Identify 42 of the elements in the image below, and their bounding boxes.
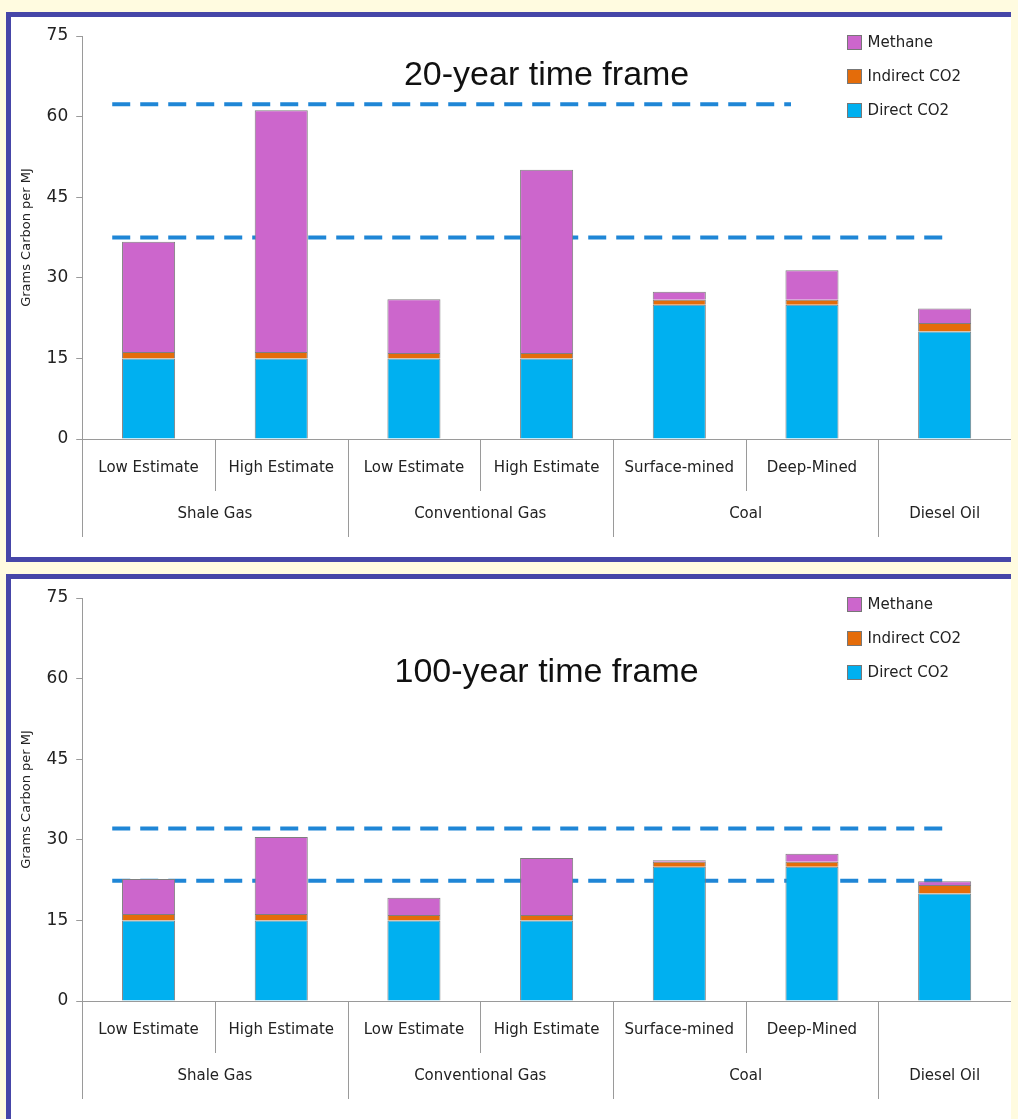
y-tick-label: 0 [57,427,69,448]
text: Coal [729,1065,763,1084]
x-tick-label: High Estimate [228,1019,334,1038]
legend-label: Indirect CO2 [867,629,961,647]
text: Conventional Gas [414,503,547,522]
text: Shale Gas [177,1065,253,1084]
y-tick-label: 45 [46,747,69,768]
y-tick-label: 60 [46,667,69,688]
y-tick-label: 45 [46,185,69,206]
legend-label: Direct CO2 [867,663,950,681]
y-tick-label: 15 [46,908,69,929]
y-tick-label: 60 [46,105,69,126]
y-tick-label: 30 [46,266,69,287]
legend-label: Direct CO2 [867,101,950,119]
text: 100-year time frame [394,651,699,690]
x-tick-label: Low Estimate [98,457,199,476]
y-axis-title: Grams Carbon per MJ [18,168,34,307]
x-tick-label: High Estimate [493,457,600,476]
x-tick-label: High Estimate [228,457,334,476]
text: Diesel Oil [909,1065,981,1084]
y-tick-label: 15 [46,346,69,367]
x-tick-label: Low Estimate [363,457,465,476]
text: Diesel Oil [909,503,981,522]
x-tick-label: High Estimate [493,1019,600,1038]
legend-label: Methane [867,595,934,613]
x-tick-label: Deep-Mined [766,457,858,476]
y-tick-label: 30 [46,828,69,849]
x-tick-label: Low Estimate [98,1019,199,1038]
legend-label: Methane [867,33,934,51]
y-tick-label: 0 [57,989,69,1010]
x-tick-label: Deep-Mined [766,1019,858,1038]
text: Coal [729,503,763,522]
legend-label: Indirect CO2 [867,67,961,85]
text: Shale Gas [177,503,253,522]
y-tick-label: 75 [46,24,69,45]
x-tick-label: Surface-mined [624,457,735,476]
x-tick-label: Low Estimate [363,1019,465,1038]
y-axis-title: Grams Carbon per MJ [18,730,34,869]
text: 20-year time frame [403,54,690,93]
text: Conventional Gas [414,1065,547,1084]
x-tick-label: Surface-mined [624,1019,735,1038]
y-tick-label: 75 [46,586,69,607]
